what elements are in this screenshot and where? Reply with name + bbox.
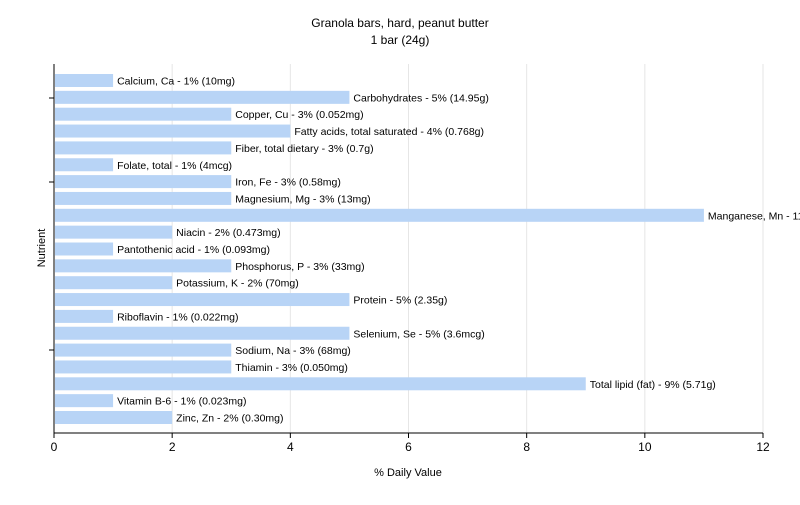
bar — [55, 225, 173, 239]
x-tick-label: 10 — [638, 440, 652, 454]
bar — [55, 242, 114, 256]
bar-label: Thiamin - 3% (0.050mg) — [235, 362, 348, 374]
bar-label: Selenium, Se - 5% (3.6mcg) — [353, 328, 484, 340]
bar — [55, 259, 232, 273]
y-axis-title: Nutrient — [36, 229, 48, 268]
x-tick-label: 8 — [523, 440, 530, 454]
bar — [55, 90, 350, 104]
x-tick-label: 6 — [405, 440, 412, 454]
bar-label: Potassium, K - 2% (70mg) — [176, 278, 299, 290]
bar-label: Sodium, Na - 3% (68mg) — [235, 345, 351, 357]
bar-label: Carbohydrates - 5% (14.95g) — [353, 92, 488, 104]
bar-label: Niacin - 2% (0.473mg) — [176, 227, 280, 239]
bar — [55, 343, 232, 357]
chart-title: Granola bars, hard, peanut butter — [311, 16, 488, 30]
axes: 0 2 4 6 8 10 12 — [49, 64, 770, 454]
bar — [55, 175, 232, 189]
x-tick-label: 4 — [287, 440, 294, 454]
x-tick-label: 12 — [756, 440, 770, 454]
x-tick-label: 2 — [169, 440, 176, 454]
bar-label: Calcium, Ca - 1% (10mg) — [117, 76, 235, 88]
bar-label: Protein - 5% (2.35g) — [353, 295, 447, 307]
bar — [55, 124, 291, 138]
bar-labels: Calcium, Ca - 1% (10mg) Carbohydrates - 5… — [117, 76, 800, 425]
x-tick-label: 0 — [51, 440, 58, 454]
bar-label: Manganese, Mn - 11% (0.221mg) — [708, 210, 800, 222]
bar-label: Fatty acids, total saturated - 4% (0.768… — [294, 126, 484, 138]
bar — [55, 293, 350, 307]
bar — [55, 394, 114, 408]
bar — [55, 107, 232, 121]
bar — [55, 191, 232, 205]
bar-label: Zinc, Zn - 2% (0.30mg) — [176, 413, 283, 425]
bar — [55, 377, 586, 391]
bar — [55, 158, 114, 172]
bar — [55, 74, 114, 87]
chart-subtitle: 1 bar (24g) — [371, 33, 430, 47]
bar — [55, 276, 173, 290]
bar-label: Pantothenic acid - 1% (0.093mg) — [117, 244, 270, 256]
bar — [55, 360, 232, 374]
bar-label: Folate, total - 1% (4mcg) — [117, 160, 232, 172]
bar-label: Total lipid (fat) - 9% (5.71g) — [590, 379, 716, 391]
bar — [55, 208, 704, 222]
bar-label: Phosphorus, P - 3% (33mg) — [235, 261, 364, 273]
bars — [55, 74, 704, 424]
x-axis-title: % Daily Value — [374, 467, 442, 479]
bar — [55, 326, 350, 340]
bar-label: Magnesium, Mg - 3% (13mg) — [235, 193, 370, 205]
bar-label: Copper, Cu - 3% (0.052mg) — [235, 109, 363, 121]
bar — [55, 309, 114, 323]
bar-label: Iron, Fe - 3% (0.58mg) — [235, 177, 341, 189]
bar-label: Vitamin B-6 - 1% (0.023mg) — [117, 396, 246, 408]
bar — [55, 411, 173, 424]
bar-label: Riboflavin - 1% (0.022mg) — [117, 311, 238, 323]
bar — [55, 141, 232, 155]
bar-label: Fiber, total dietary - 3% (0.7g) — [235, 143, 373, 155]
